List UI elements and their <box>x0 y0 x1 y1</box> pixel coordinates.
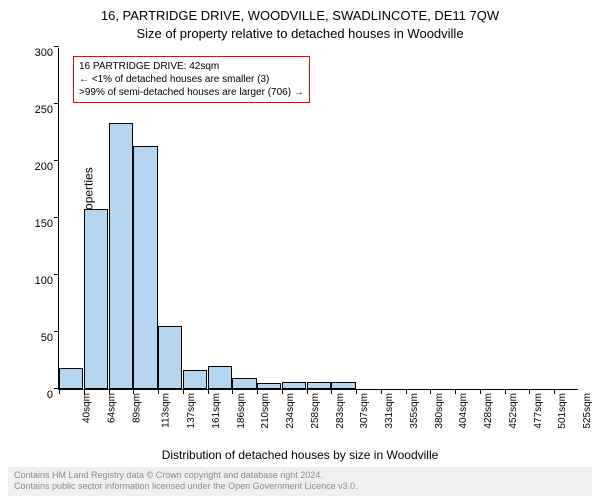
y-tick-label: 150 <box>35 218 59 230</box>
x-tick-label: 452sqm <box>508 393 519 429</box>
x-tick-mark <box>381 389 382 394</box>
histogram-bar <box>307 382 331 389</box>
x-tick-label: 234sqm <box>285 393 296 429</box>
histogram-bar <box>84 209 108 389</box>
x-tick-mark <box>307 389 308 394</box>
chart-title-line2: Size of property relative to detached ho… <box>0 26 600 41</box>
histogram-bar <box>109 123 133 389</box>
plot-area: 16 PARTRIDGE DRIVE: 42sqm ← <1% of detac… <box>58 48 578 390</box>
x-tick-mark <box>406 389 407 394</box>
x-tick-label: 404sqm <box>459 393 470 429</box>
histogram-bar <box>331 382 355 389</box>
x-tick-mark <box>59 389 60 394</box>
x-tick-mark <box>232 389 233 394</box>
x-tick-label: 89sqm <box>131 393 142 423</box>
y-tick-mark <box>54 331 59 332</box>
histogram-bar <box>208 366 232 389</box>
x-tick-mark <box>554 389 555 394</box>
y-tick-mark <box>54 160 59 161</box>
x-tick-mark <box>331 389 332 394</box>
x-tick-label: 64sqm <box>106 393 117 423</box>
x-tick-label: 477sqm <box>533 393 544 429</box>
histogram-bar <box>158 326 182 389</box>
x-tick-mark <box>109 389 110 394</box>
x-tick-label: 380sqm <box>434 393 445 429</box>
x-tick-mark <box>208 389 209 394</box>
histogram-bar <box>59 368 83 389</box>
x-tick-mark <box>282 389 283 394</box>
x-tick-label: 161sqm <box>211 393 222 429</box>
y-tick-mark <box>54 46 59 47</box>
x-tick-label: 186sqm <box>236 393 247 429</box>
y-tick-label: 300 <box>35 47 59 59</box>
annotation-line3: >99% of semi-detached houses are larger … <box>79 86 304 99</box>
y-tick-label: 50 <box>41 332 59 344</box>
x-tick-mark <box>455 389 456 394</box>
x-tick-mark <box>158 389 159 394</box>
attribution-line1: Contains HM Land Registry data © Crown c… <box>14 470 586 482</box>
x-axis-label: Distribution of detached houses by size … <box>0 448 600 462</box>
histogram-bar <box>282 382 306 389</box>
histogram-bar <box>232 378 256 389</box>
x-tick-label: 355sqm <box>409 393 420 429</box>
x-tick-label: 307sqm <box>359 393 370 429</box>
annotation-line2: ← <1% of detached houses are smaller (3) <box>79 73 304 86</box>
x-tick-mark <box>257 389 258 394</box>
annotation-line1: 16 PARTRIDGE DRIVE: 42sqm <box>79 60 304 73</box>
annotation-box: 16 PARTRIDGE DRIVE: 42sqm ← <1% of detac… <box>73 56 310 103</box>
x-tick-mark <box>430 389 431 394</box>
histogram-bar <box>183 370 207 389</box>
x-tick-label: 258sqm <box>310 393 321 429</box>
attribution-panel: Contains HM Land Registry data © Crown c… <box>8 467 592 496</box>
x-tick-mark <box>183 389 184 394</box>
x-tick-label: 210sqm <box>260 393 271 429</box>
y-tick-mark <box>54 274 59 275</box>
x-tick-label: 283sqm <box>335 393 346 429</box>
x-tick-label: 40sqm <box>82 393 93 423</box>
x-tick-mark <box>505 389 506 394</box>
x-tick-mark <box>356 389 357 394</box>
y-tick-mark <box>54 103 59 104</box>
x-tick-mark <box>84 389 85 394</box>
y-tick-label: 250 <box>35 104 59 116</box>
x-tick-label: 113sqm <box>161 393 172 428</box>
histogram-bar <box>257 383 281 389</box>
x-tick-label: 137sqm <box>186 393 197 429</box>
x-tick-label: 525sqm <box>582 393 593 429</box>
attribution-line2: Contains public sector information licen… <box>14 481 586 493</box>
y-tick-label: 100 <box>35 275 59 287</box>
y-tick-mark <box>54 217 59 218</box>
chart-title-line1: 16, PARTRIDGE DRIVE, WOODVILLE, SWADLINC… <box>0 8 600 23</box>
x-tick-label: 501sqm <box>558 393 569 429</box>
x-tick-label: 331sqm <box>384 393 395 429</box>
x-tick-mark <box>480 389 481 394</box>
x-tick-label: 428sqm <box>483 393 494 429</box>
y-tick-label: 200 <box>35 161 59 173</box>
histogram-bar <box>133 146 157 389</box>
x-tick-mark <box>133 389 134 394</box>
x-tick-mark <box>529 389 530 394</box>
y-tick-label: 0 <box>47 389 59 401</box>
